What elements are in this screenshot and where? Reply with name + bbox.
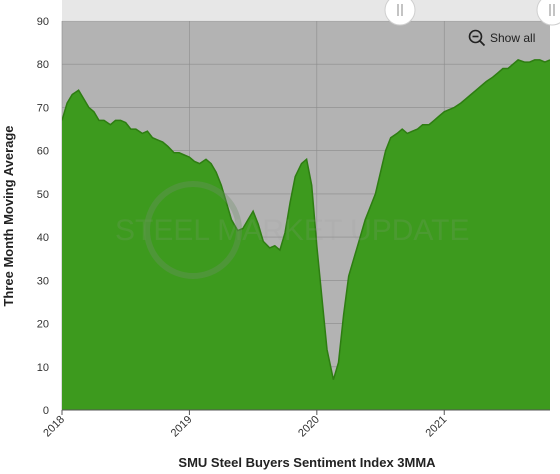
y-axis-title: Three Month Moving Average (1, 125, 16, 306)
y-tick-label: 30 (37, 275, 49, 287)
show-all-button[interactable]: Show all (468, 28, 535, 48)
x-axis-title: SMU Steel Buyers Sentiment Index 3MMA (178, 455, 436, 470)
y-tick-label: 70 (37, 102, 49, 114)
y-tick-label: 60 (37, 146, 49, 158)
watermark-logo-icon (144, 181, 242, 279)
navigator-right-handle[interactable] (536, 0, 560, 26)
x-tick-label: 2021 (424, 414, 450, 440)
x-tick-label: 2020 (296, 414, 322, 440)
y-tick-label: 80 (37, 59, 49, 71)
navigator-left-handle[interactable] (384, 0, 416, 26)
y-tick-label: 0 (43, 405, 49, 417)
y-tick-label: 10 (37, 362, 49, 374)
navigator-track[interactable] (62, 0, 552, 20)
y-tick-label: 90 (37, 16, 49, 28)
y-tick-label: 40 (37, 232, 49, 244)
x-tick-label: 2019 (169, 414, 195, 440)
y-tick-label: 20 (37, 319, 49, 331)
zoom-out-icon (468, 29, 486, 47)
x-axis: 2018 2019 2020 2021 (41, 409, 550, 440)
watermark-text: STEEL MARKET UPDATE (115, 214, 470, 247)
series-area (62, 59, 550, 410)
y-tick-label: 50 (37, 189, 49, 201)
series-line (62, 59, 550, 380)
x-tick-label: 2018 (41, 414, 67, 440)
watermark: STEEL MARKET UPDATE (115, 181, 470, 279)
show-all-label: Show all (490, 31, 536, 45)
y-axis: 0 10 20 30 40 50 60 70 80 90 (37, 16, 49, 417)
